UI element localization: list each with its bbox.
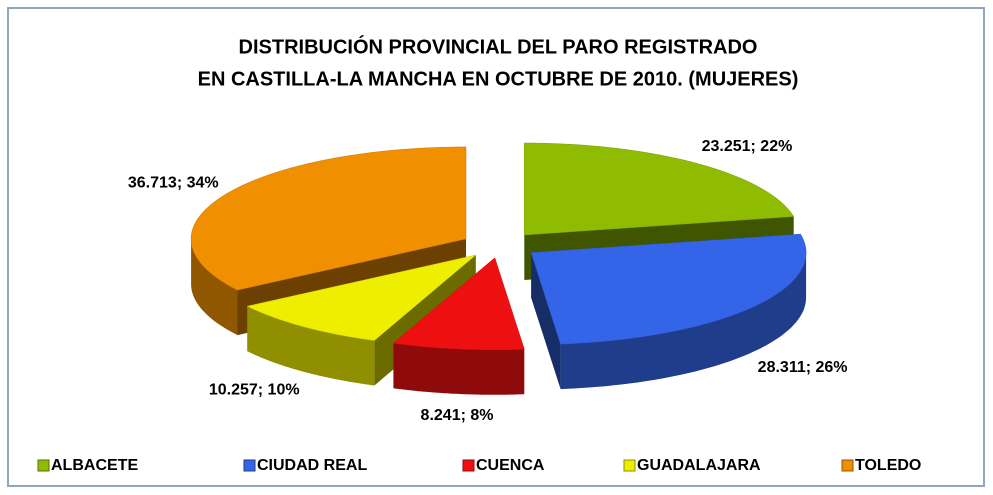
slice-wall <box>191 240 238 336</box>
chart-border <box>7 7 985 487</box>
pie-slice <box>246 254 476 341</box>
slice-wall <box>247 306 375 386</box>
data-label: 36.713; 34% <box>128 174 219 191</box>
pie-slice <box>524 142 795 236</box>
pie-slice <box>530 233 807 345</box>
legend-swatch <box>37 459 50 472</box>
data-label: 28.311; 26% <box>758 359 848 376</box>
data-label: 23.251; 22% <box>702 138 793 155</box>
legend-swatch <box>623 459 636 472</box>
legend-label: CIUDAD REAL <box>257 457 367 474</box>
legend-swatch <box>462 459 475 472</box>
legend-swatch <box>243 459 256 472</box>
pie-slice <box>190 146 467 291</box>
pie-slice <box>392 257 525 351</box>
chart-title: EN CASTILLA-LA MANCHA EN OCTUBRE DE 2010… <box>198 68 799 90</box>
legend-label: GUADALAJARA <box>637 457 761 474</box>
legend-label: ALBACETE <box>51 457 138 474</box>
slice-wall <box>393 343 525 395</box>
legend-label: TOLEDO <box>855 457 921 474</box>
slice-wall <box>560 251 807 390</box>
chart-title: DISTRIBUCIÓN PROVINCIAL DEL PARO REGISTR… <box>239 34 758 58</box>
legend-swatch <box>841 459 854 472</box>
legend-label: CUENCA <box>476 457 545 474</box>
data-label: 8.241; 8% <box>421 407 494 424</box>
slice-side <box>531 252 561 390</box>
data-label: 10.257; 10% <box>209 382 300 399</box>
